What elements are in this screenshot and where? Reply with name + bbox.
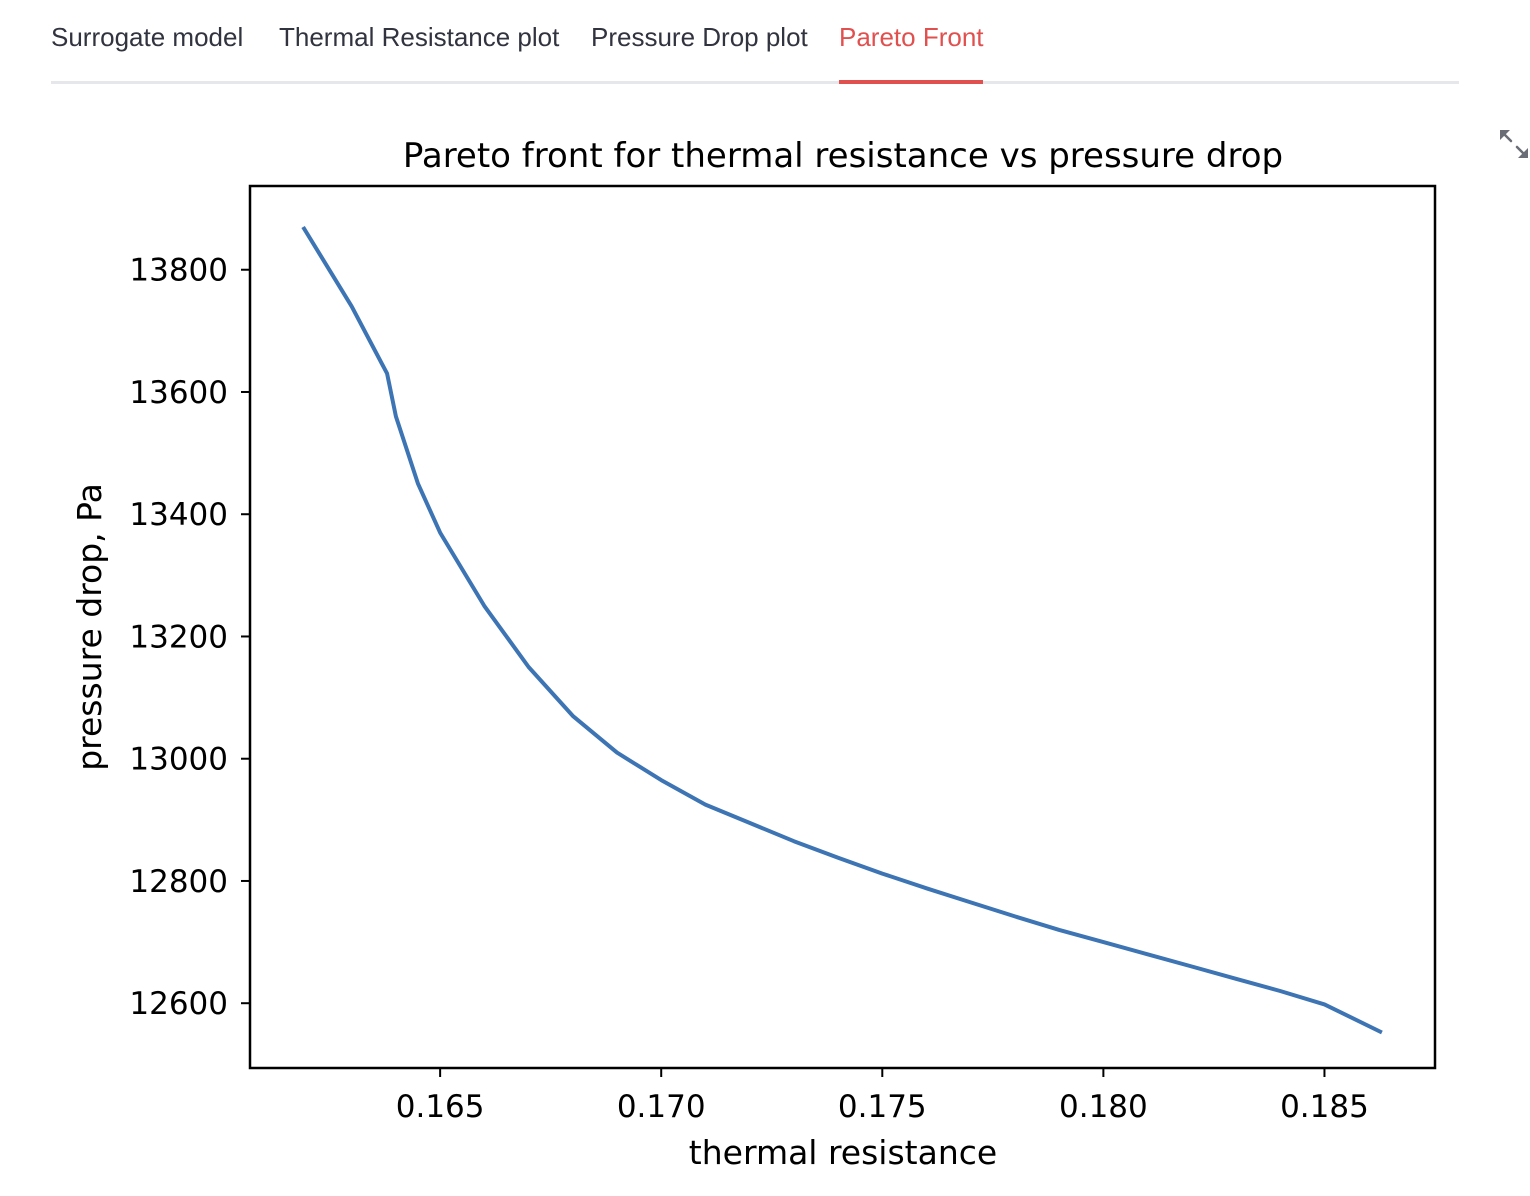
tab-surrogate-model[interactable]: Surrogate model [51, 22, 244, 52]
y-tick-label: 13000 [129, 742, 228, 778]
x-axis-label: thermal resistance [689, 1133, 997, 1172]
chart-title: Pareto front for thermal resistance vs p… [403, 136, 1283, 176]
x-tick-label: 0.175 [838, 1089, 927, 1125]
y-tick-label: 12800 [129, 864, 228, 900]
tab-pareto-front[interactable]: Pareto Front [839, 22, 984, 52]
y-tick-label: 13600 [129, 375, 228, 411]
x-tick-label: 0.185 [1280, 1089, 1369, 1125]
tab-thermal-resistance-plot[interactable]: Thermal Resistance plot [279, 22, 560, 52]
tab-pressure-drop-plot[interactable]: Pressure Drop plot [591, 22, 808, 52]
y-tick-label: 13200 [129, 619, 228, 655]
fullscreen-button[interactable] [1498, 128, 1530, 160]
x-tick-label: 0.180 [1059, 1089, 1148, 1125]
y-tick-label: 12600 [129, 986, 228, 1022]
active-tab-indicator [839, 80, 983, 84]
tab-bar: Surrogate model Thermal Resistance plot … [51, 0, 1459, 84]
y-tick-label: 13400 [129, 497, 228, 533]
y-axis: 12600 12800 13000 13200 13400 13600 13800 [129, 253, 250, 1022]
x-tick-label: 0.170 [617, 1089, 706, 1125]
x-axis: 0.165 0.170 0.175 0.180 0.185 [396, 1068, 1369, 1125]
expand-arrows-icon [1500, 130, 1528, 158]
series-group [301, 225, 1383, 1035]
y-tick-label: 13800 [129, 253, 228, 289]
plot-area-frame [248, 184, 1437, 1070]
y-axis-label: pressure drop, Pa [70, 483, 109, 771]
x-tick-label: 0.165 [396, 1089, 485, 1125]
pareto-front-line [301, 225, 1383, 1035]
